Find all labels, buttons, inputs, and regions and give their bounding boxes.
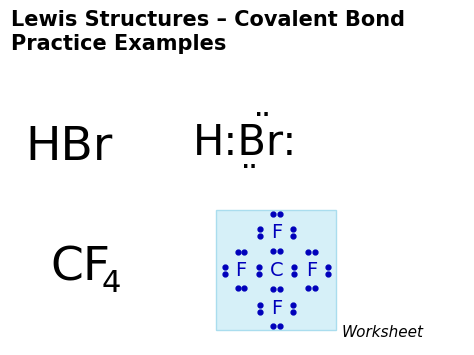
Text: CF: CF xyxy=(51,246,111,290)
Text: Worksheet: Worksheet xyxy=(342,325,424,340)
Text: ··: ·· xyxy=(242,158,257,178)
FancyBboxPatch shape xyxy=(216,210,337,330)
Text: H:Br:: H:Br: xyxy=(193,122,297,164)
Text: HBr: HBr xyxy=(26,126,113,170)
Text: F: F xyxy=(271,299,282,317)
Text: 4: 4 xyxy=(101,269,121,299)
Text: F: F xyxy=(306,261,317,279)
Text: F: F xyxy=(271,223,282,241)
Text: C: C xyxy=(270,261,283,279)
Text: F: F xyxy=(236,261,247,279)
Text: Lewis Structures – Covalent Bond
Practice Examples: Lewis Structures – Covalent Bond Practic… xyxy=(11,10,405,54)
Text: ··: ·· xyxy=(255,105,270,125)
